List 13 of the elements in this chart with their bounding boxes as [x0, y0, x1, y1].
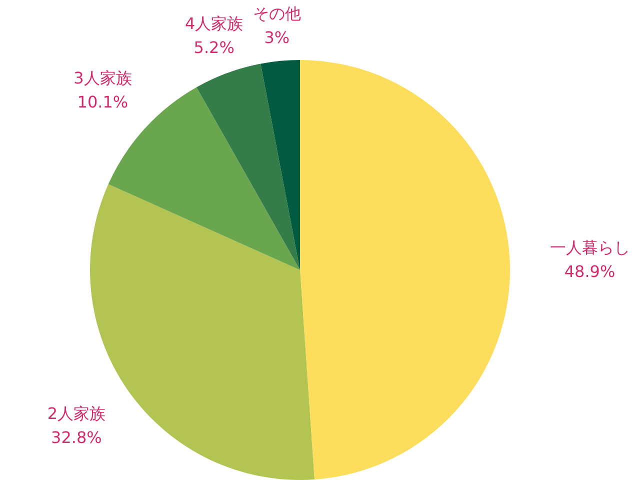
slice-label: 一人暮らし	[550, 238, 630, 257]
pie-slice	[196, 64, 300, 270]
slice-label: その他	[252, 4, 301, 23]
slice-label: 2人家族	[47, 404, 106, 424]
pie-slice	[300, 60, 510, 480]
slice-label: 4人家族	[184, 14, 244, 33]
data-label: 48.9%	[564, 262, 616, 281]
data-label: 32.8%	[51, 428, 102, 448]
data-label: 5.2%	[194, 38, 234, 57]
data-label: 10.1%	[77, 92, 128, 112]
pie-slice	[260, 60, 300, 270]
data-label: 3%	[264, 28, 290, 47]
slice-label: 3人家族	[74, 68, 132, 88]
